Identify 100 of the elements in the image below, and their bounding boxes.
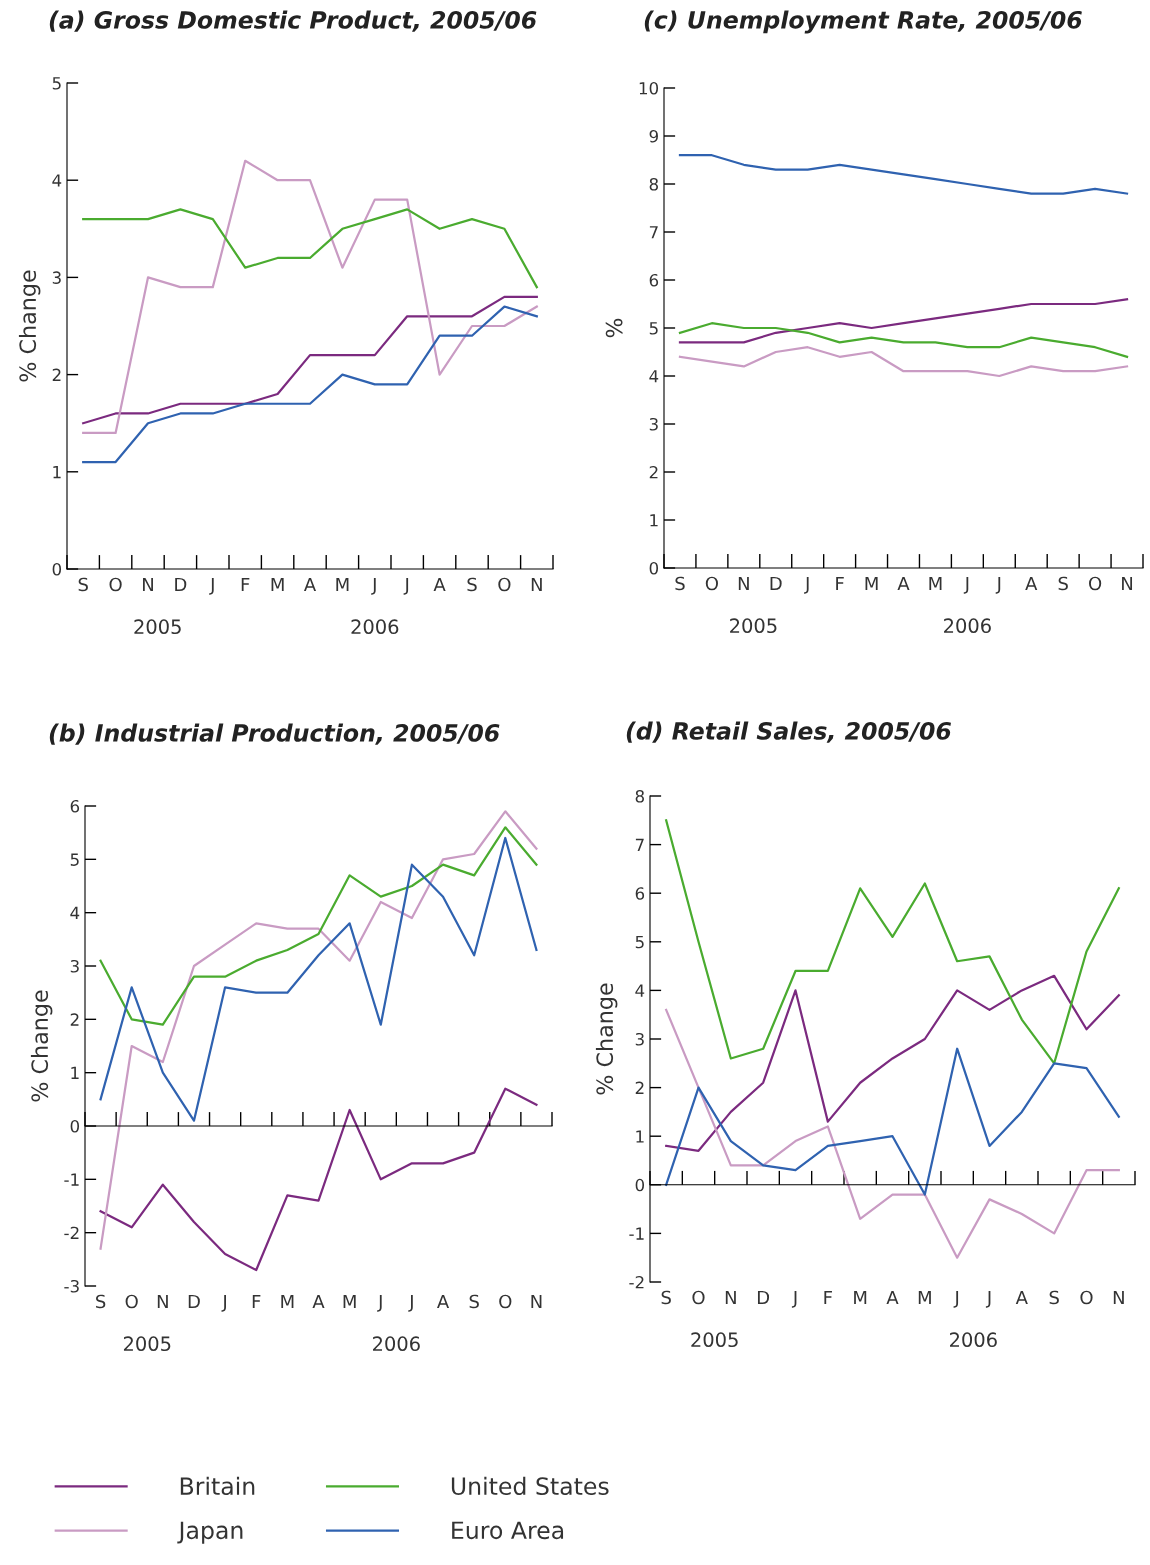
x-tick-label: O xyxy=(125,1294,138,1309)
x-tick-label: O xyxy=(498,577,511,592)
x-tick-label: F xyxy=(824,1290,832,1305)
x-tick-label: D xyxy=(770,576,782,591)
y-axis-title: % Change xyxy=(30,990,53,1102)
chart-title: (a) Gross Domestic Product, 2005/06 xyxy=(49,10,537,32)
x-tick-label: M xyxy=(343,1294,356,1309)
x-tick-label: A xyxy=(433,577,446,592)
line-series xyxy=(82,208,538,289)
x-tick-label: A xyxy=(303,577,317,592)
x-tick-label: N xyxy=(1113,1290,1124,1305)
y-tick-label: 7 xyxy=(649,226,658,239)
y-tick-label: 4 xyxy=(649,370,659,383)
x-tick-label: J xyxy=(963,576,969,594)
y-tick-label: 1 xyxy=(636,1130,644,1143)
y-tick-label: 1 xyxy=(650,514,658,527)
y-tick-label: 6 xyxy=(70,799,80,813)
y-tick-label: -1 xyxy=(629,1227,644,1240)
y-tick-label: 2 xyxy=(52,368,61,381)
line-series xyxy=(99,826,538,1026)
x-tick-label: O xyxy=(1080,1290,1093,1305)
line-series xyxy=(99,836,538,1122)
chart-title: (d) Retail Sales, 2005/06 xyxy=(626,721,951,743)
y-tick-label: -2 xyxy=(629,1275,644,1289)
y-tick-label: 3 xyxy=(70,959,79,973)
y-tick-label: 2 xyxy=(649,465,658,479)
x-tick-label: N xyxy=(143,577,153,592)
y-tick-label: 2 xyxy=(635,1081,644,1094)
y-tick-label: 6 xyxy=(635,887,645,900)
line-series xyxy=(665,1047,1120,1196)
y-tick-label: 10 xyxy=(639,81,659,95)
line-series xyxy=(99,810,538,1250)
y-tick-label: 3 xyxy=(649,417,658,431)
x-tick-label: M xyxy=(918,1290,931,1305)
y-tick-label: -1 xyxy=(64,1173,79,1186)
text: 2005 xyxy=(730,618,777,634)
y-tick-label: 3 xyxy=(635,1032,644,1046)
y-tick-label: 0 xyxy=(635,1178,645,1192)
line-series xyxy=(678,346,1129,378)
x-tick-label: F xyxy=(836,576,844,591)
x-tick-label: N xyxy=(1122,576,1133,591)
y-tick-label: 7 xyxy=(635,838,644,851)
x-tick-label: A xyxy=(312,1294,325,1309)
legend-label: Japan xyxy=(177,1521,243,1544)
y-tick-label: 0 xyxy=(52,562,62,576)
x-tick-label: N xyxy=(531,577,542,592)
chart-title: (b) Industrial Production, 2005/06 xyxy=(49,723,500,745)
x-tick-label: A xyxy=(437,1294,450,1309)
y-tick-label: 5 xyxy=(635,935,644,949)
y-axis-title: % xyxy=(605,318,623,338)
x-tick-label: S xyxy=(1058,576,1068,591)
y-tick-label: 4 xyxy=(52,174,62,187)
x-tick-label: S xyxy=(1049,1290,1059,1305)
y-tick-label: -2 xyxy=(64,1226,79,1239)
text: 2006 xyxy=(950,1332,997,1348)
x-tick-label: J xyxy=(953,1290,959,1308)
x-tick-label: N xyxy=(725,1290,736,1305)
x-tick-label: M xyxy=(929,576,942,591)
x-tick-label: J xyxy=(377,1294,382,1312)
x-tick-label: D xyxy=(757,1290,770,1305)
line-series xyxy=(82,159,538,435)
text: 2005 xyxy=(134,619,181,635)
x-tick-label: J xyxy=(371,577,376,595)
y-tick-label: 0 xyxy=(649,561,659,575)
x-tick-label: A xyxy=(897,576,910,591)
x-tick-label: J xyxy=(995,576,1001,594)
y-tick-label: 5 xyxy=(70,853,79,866)
legend-label: Euro Area xyxy=(452,1521,564,1540)
y-tick-label: 9 xyxy=(649,129,658,143)
x-tick-label: A xyxy=(1015,1290,1028,1305)
x-tick-label: M xyxy=(854,1290,867,1305)
y-axis-title: % Change xyxy=(595,983,618,1095)
text: 2006 xyxy=(373,1336,420,1352)
x-tick-label: S xyxy=(96,1294,106,1309)
x-tick-label: J xyxy=(985,1290,991,1308)
x-tick-label: M xyxy=(271,577,284,592)
x-tick-label: O xyxy=(692,1290,705,1305)
text: 2005 xyxy=(123,1336,171,1352)
line-series xyxy=(665,1008,1120,1259)
line-series xyxy=(99,1087,538,1272)
line-series xyxy=(82,295,538,425)
x-tick-label: A xyxy=(886,1290,899,1305)
x-tick-label: O xyxy=(705,576,718,591)
line-series xyxy=(678,298,1129,344)
text: 2006 xyxy=(944,618,991,634)
text: 2006 xyxy=(351,619,399,635)
y-tick-label: 1 xyxy=(53,465,61,479)
y-tick-label: 3 xyxy=(52,271,61,284)
line-series xyxy=(678,322,1129,358)
line-series xyxy=(678,154,1129,195)
y-axis-title: % Change xyxy=(18,270,41,382)
legend-label: United States xyxy=(451,1476,609,1496)
x-tick-label: N xyxy=(738,576,749,591)
y-tick-label: 4 xyxy=(70,906,80,919)
x-tick-label: N xyxy=(531,1294,542,1309)
x-tick-label: S xyxy=(469,1294,479,1309)
x-tick-label: S xyxy=(467,577,477,592)
chart-title: (c) Unemployment Rate, 2005/06 xyxy=(644,10,1082,34)
legend-label: Britain xyxy=(180,1476,255,1496)
x-tick-label: N xyxy=(157,1294,168,1309)
